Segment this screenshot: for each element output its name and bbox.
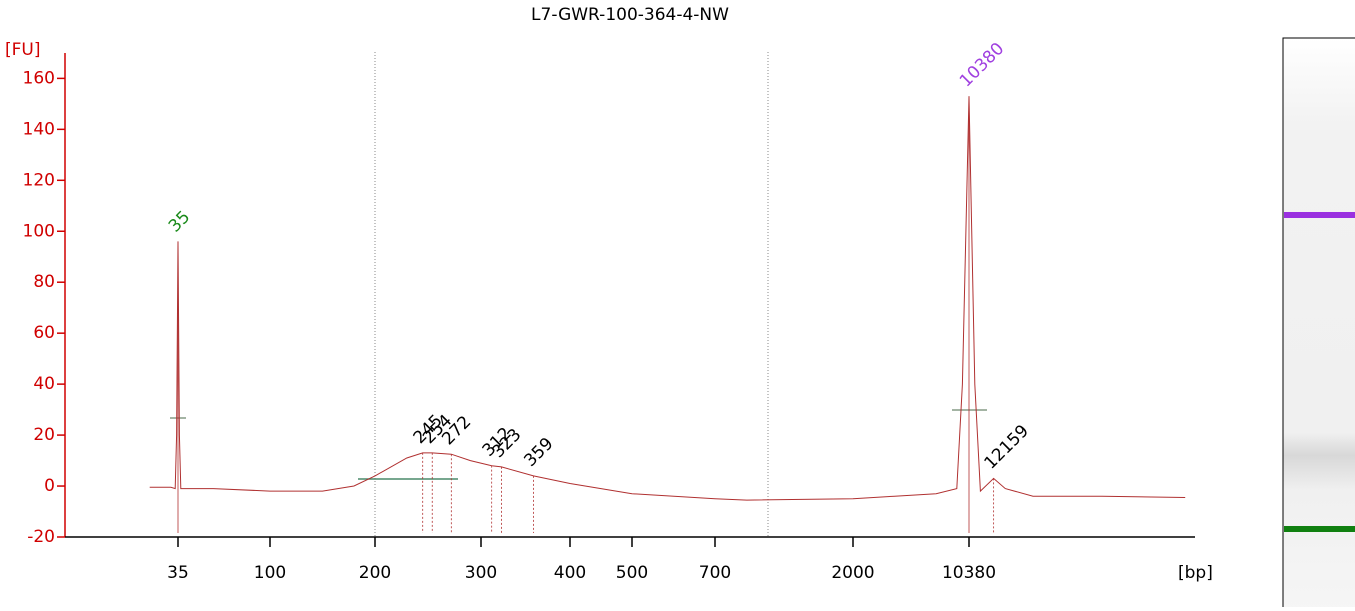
x-tick-label: 10380 <box>942 563 996 583</box>
gel-band <box>1284 526 1355 532</box>
peak-label: 10380 <box>956 39 1008 91</box>
y-tick-label: 100 <box>23 221 55 241</box>
peak-label: 12159 <box>981 421 1033 473</box>
y-tick-label: 140 <box>23 119 55 139</box>
gel-band <box>1284 212 1355 218</box>
x-axis-label: [bp] <box>1178 563 1213 583</box>
y-tick-label: 0 <box>44 476 55 496</box>
y-tick-label: 20 <box>33 425 55 445</box>
y-tick-label: 60 <box>33 323 55 343</box>
y-tick-label: -20 <box>27 527 55 547</box>
y-tick-label: 80 <box>33 272 55 292</box>
y-tick-label: 160 <box>23 68 55 88</box>
peak-label: 359 <box>520 434 557 471</box>
x-tick-label: 300 <box>465 563 497 583</box>
x-tick-label: 400 <box>554 563 586 583</box>
x-tick-label: 2000 <box>831 563 874 583</box>
y-tick-label: 120 <box>23 170 55 190</box>
peak-label: 35 <box>165 207 194 236</box>
x-tick-label: 500 <box>616 563 648 583</box>
y-axis-label: [FU] <box>5 40 41 60</box>
y-tick-label: 40 <box>33 374 55 394</box>
x-tick-label: 200 <box>359 563 391 583</box>
x-tick-label: 700 <box>699 563 731 583</box>
chart-title: L7-GWR-100-364-4-NW <box>531 5 729 25</box>
x-tick-label: 35 <box>167 563 189 583</box>
trace <box>149 96 1186 501</box>
gel-lane <box>1282 37 1355 611</box>
plot: -20 0 20 40 60 80 100 120 140 160 35 100 200 300 400 50… <box>23 39 1195 583</box>
x-tick-label: 100 <box>254 563 286 583</box>
